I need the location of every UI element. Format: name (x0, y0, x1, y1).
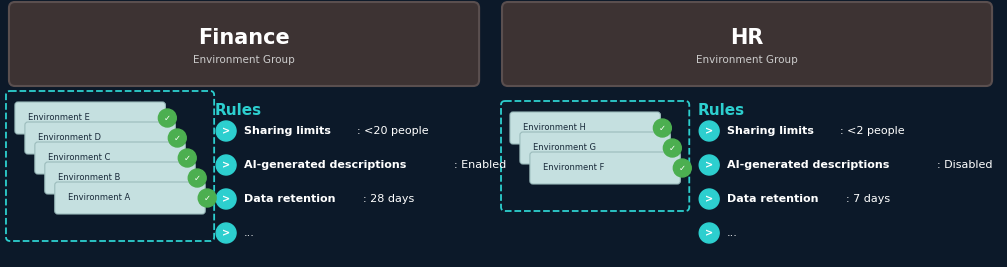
FancyBboxPatch shape (25, 122, 175, 154)
Text: Sharing limits: Sharing limits (244, 126, 331, 136)
Text: >: > (705, 126, 713, 136)
Text: Environment Group: Environment Group (193, 55, 295, 65)
Text: >: > (705, 160, 713, 170)
Circle shape (217, 189, 236, 209)
Text: ✓: ✓ (174, 134, 181, 143)
Circle shape (674, 159, 691, 177)
Text: : 7 days: : 7 days (846, 194, 890, 204)
Text: ...: ... (727, 228, 738, 238)
Text: AI-generated descriptions: AI-generated descriptions (727, 160, 889, 170)
Text: >: > (222, 228, 231, 238)
Text: Environment H: Environment H (523, 124, 586, 132)
Text: Environment F: Environment F (543, 163, 604, 172)
Text: : Enabled: : Enabled (454, 160, 506, 170)
Circle shape (217, 155, 236, 175)
FancyBboxPatch shape (35, 142, 185, 174)
FancyBboxPatch shape (9, 2, 479, 86)
Text: >: > (705, 228, 713, 238)
Text: ✓: ✓ (203, 194, 210, 202)
Text: Data retention: Data retention (244, 194, 335, 204)
FancyBboxPatch shape (520, 132, 671, 164)
Text: Rules: Rules (697, 103, 744, 118)
Circle shape (699, 121, 719, 141)
Text: ✓: ✓ (659, 124, 666, 132)
Text: : <2 people: : <2 people (840, 126, 904, 136)
Text: ✓: ✓ (679, 163, 686, 172)
Circle shape (664, 139, 682, 157)
Text: Finance: Finance (198, 28, 290, 48)
Text: >: > (222, 126, 231, 136)
Circle shape (217, 223, 236, 243)
Circle shape (699, 223, 719, 243)
Text: Environment E: Environment E (28, 113, 90, 123)
Circle shape (217, 121, 236, 141)
Text: ✓: ✓ (183, 154, 190, 163)
Text: Environment A: Environment A (67, 194, 130, 202)
FancyBboxPatch shape (15, 102, 165, 134)
Text: Sharing limits: Sharing limits (727, 126, 814, 136)
FancyBboxPatch shape (510, 112, 661, 144)
Text: HR: HR (730, 28, 763, 48)
Text: : <20 people: : <20 people (356, 126, 428, 136)
FancyBboxPatch shape (502, 2, 992, 86)
Text: Environment C: Environment C (47, 154, 110, 163)
FancyBboxPatch shape (45, 162, 195, 194)
Circle shape (654, 119, 672, 137)
Circle shape (699, 155, 719, 175)
Circle shape (158, 109, 176, 127)
FancyBboxPatch shape (54, 182, 205, 214)
Text: : Disabled: : Disabled (937, 160, 992, 170)
Text: Environment B: Environment B (57, 174, 120, 183)
Text: Environment Group: Environment Group (696, 55, 798, 65)
Circle shape (188, 169, 206, 187)
Text: >: > (222, 194, 231, 204)
Circle shape (198, 189, 217, 207)
FancyBboxPatch shape (530, 152, 681, 184)
Circle shape (168, 129, 186, 147)
Text: Environment D: Environment D (38, 134, 101, 143)
Text: AI-generated descriptions: AI-generated descriptions (244, 160, 407, 170)
Circle shape (699, 189, 719, 209)
Circle shape (178, 149, 196, 167)
Text: Rules: Rules (214, 103, 261, 118)
Text: ✓: ✓ (164, 113, 171, 123)
Text: >: > (222, 160, 231, 170)
Text: >: > (705, 194, 713, 204)
Text: : 28 days: : 28 days (363, 194, 414, 204)
Text: ...: ... (244, 228, 255, 238)
Text: ✓: ✓ (669, 143, 676, 152)
Text: Data retention: Data retention (727, 194, 819, 204)
Text: ✓: ✓ (193, 174, 200, 183)
Text: Environment G: Environment G (533, 143, 596, 152)
